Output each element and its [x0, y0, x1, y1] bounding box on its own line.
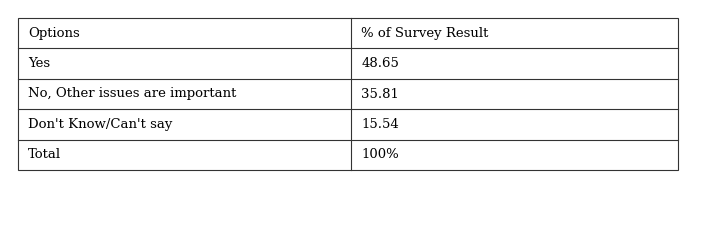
- Text: Yes: Yes: [28, 57, 50, 70]
- Text: 48.65: 48.65: [362, 57, 399, 70]
- Text: 100%: 100%: [362, 148, 399, 161]
- Bar: [18, 18, 678, 170]
- Text: No, Other issues are important: No, Other issues are important: [28, 87, 236, 101]
- Text: Don't Know/Can't say: Don't Know/Can't say: [28, 118, 172, 131]
- Text: 15.54: 15.54: [362, 118, 399, 131]
- Text: Options: Options: [28, 27, 79, 40]
- Text: 35.81: 35.81: [362, 87, 399, 101]
- Text: % of Survey Result: % of Survey Result: [362, 27, 489, 40]
- Text: Total: Total: [28, 148, 61, 161]
